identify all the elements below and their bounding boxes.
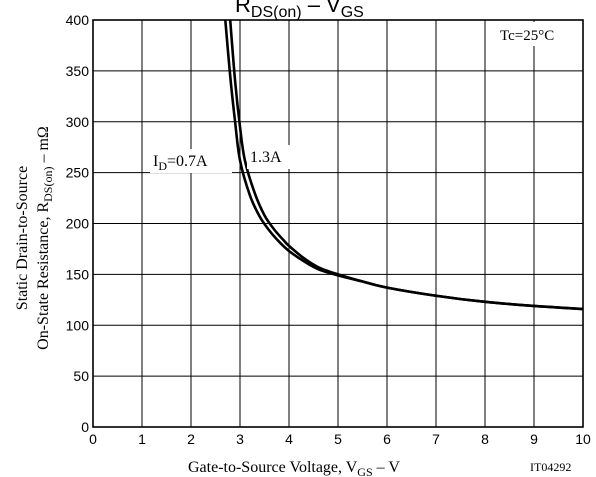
x-tick-label: 6 [383,431,391,447]
x-tick-label: 3 [236,431,244,447]
x-tick-label: 2 [187,431,195,447]
chart-title: RDS(on) – VGS [235,0,364,21]
y-tick-label: 250 [66,165,90,181]
x-tick-label: 10 [575,431,591,447]
plot-frame [92,19,584,428]
series-lines [224,19,584,311]
x-tick-label: 1 [138,431,146,447]
y-axis-label-line2: On-State Resistance, RDS(on) – mΩ [35,126,55,350]
series-label-1-bg [150,149,232,173]
y-tick-label: 200 [66,216,90,232]
y-tick-label: 0 [81,419,89,435]
x-tick-label: 7 [432,431,440,447]
x-axis-label: Gate-to-Source Voltage, VGS – V [188,459,400,477]
x-tick-label: 9 [530,431,538,447]
y-tick-label: 400 [66,12,90,28]
y-tick-label: 100 [66,317,90,333]
series-line-2 [228,19,584,311]
condition-label-bg [496,22,578,46]
y-tick-label: 300 [66,114,90,130]
series-label-2-bg [247,145,295,169]
figure-code: IT04292 [530,460,571,474]
x-tick-label: 5 [334,431,342,447]
series-label-1: ID=0.7A [153,153,208,173]
x-tick-label: 8 [481,431,489,447]
y-tick-label: 150 [66,266,90,282]
grid [93,20,583,427]
x-tick-label: 4 [285,431,293,447]
y-tick-label: 50 [73,368,89,384]
series-label-2: 1.3A [250,149,282,166]
condition-label: Tc=25°C [500,28,554,44]
y-axis-label-line1: Static Drain-to-Source [14,166,31,310]
y-tick-label: 350 [66,63,90,79]
x-tick-label: 0 [89,431,97,447]
